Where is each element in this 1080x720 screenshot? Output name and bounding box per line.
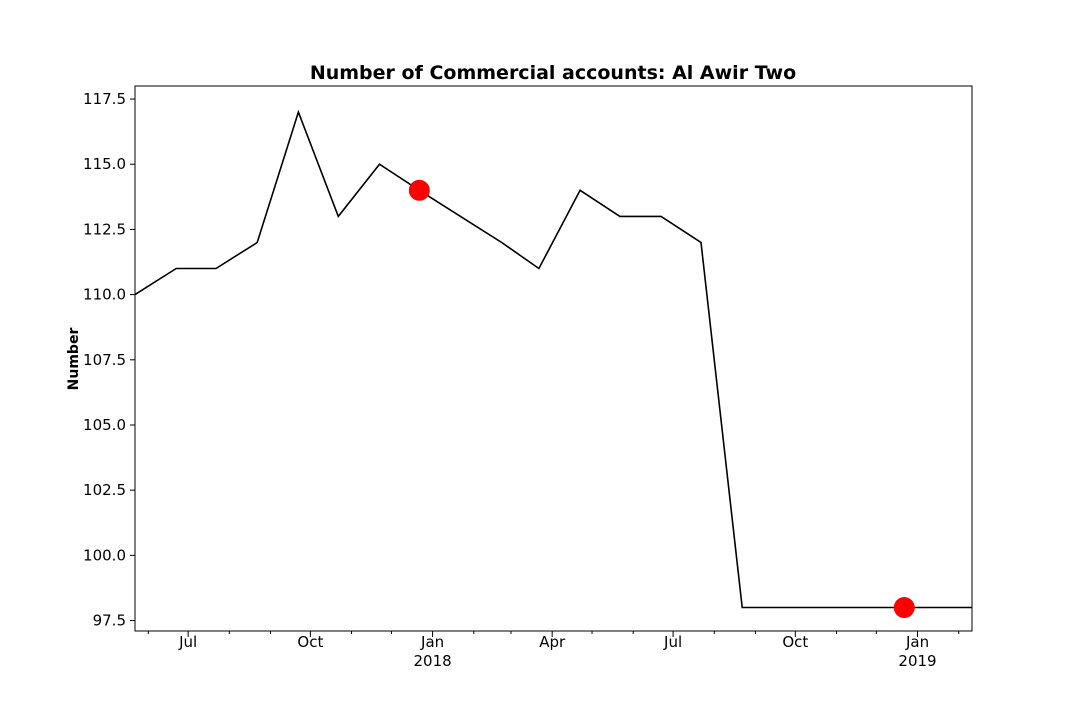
x-tick-label: Oct: [782, 633, 808, 651]
y-tick-label: 115.0: [83, 155, 126, 173]
plot-area: 97.5 100.0 102.5 105.0 107.5 110.0 112.5 115.0 1…: [83, 90, 972, 670]
x-tick-label: Jan 2018: [414, 633, 452, 670]
y-tick-label: 117.5: [83, 90, 126, 108]
y-tick-label: 102.5: [83, 481, 126, 499]
axes-frame: [134, 85, 973, 632]
y-tick-label: 112.5: [83, 220, 126, 238]
x-tick-label: Oct: [297, 633, 323, 651]
x-tick-label: Apr: [539, 633, 566, 651]
series-line: [134, 109, 972, 609]
chart-title: Number of Commercial accounts: Al Awir T…: [310, 62, 796, 84]
y-tick-label: 97.5: [93, 612, 126, 630]
y-tick-label: 100.0: [83, 546, 126, 564]
x-tick-label: Jul: [663, 633, 682, 651]
y-tick-label: 110.0: [83, 286, 126, 304]
highlight-marker: [893, 597, 915, 619]
y-tick-label: 105.0: [83, 416, 126, 434]
y-axis-label: Number: [66, 328, 82, 391]
x-tick-label: Jul: [178, 633, 197, 651]
y-tick-label: 107.5: [83, 351, 126, 369]
highlight-marker: [408, 179, 430, 201]
x-tick-label: Jan 2019: [898, 633, 936, 670]
